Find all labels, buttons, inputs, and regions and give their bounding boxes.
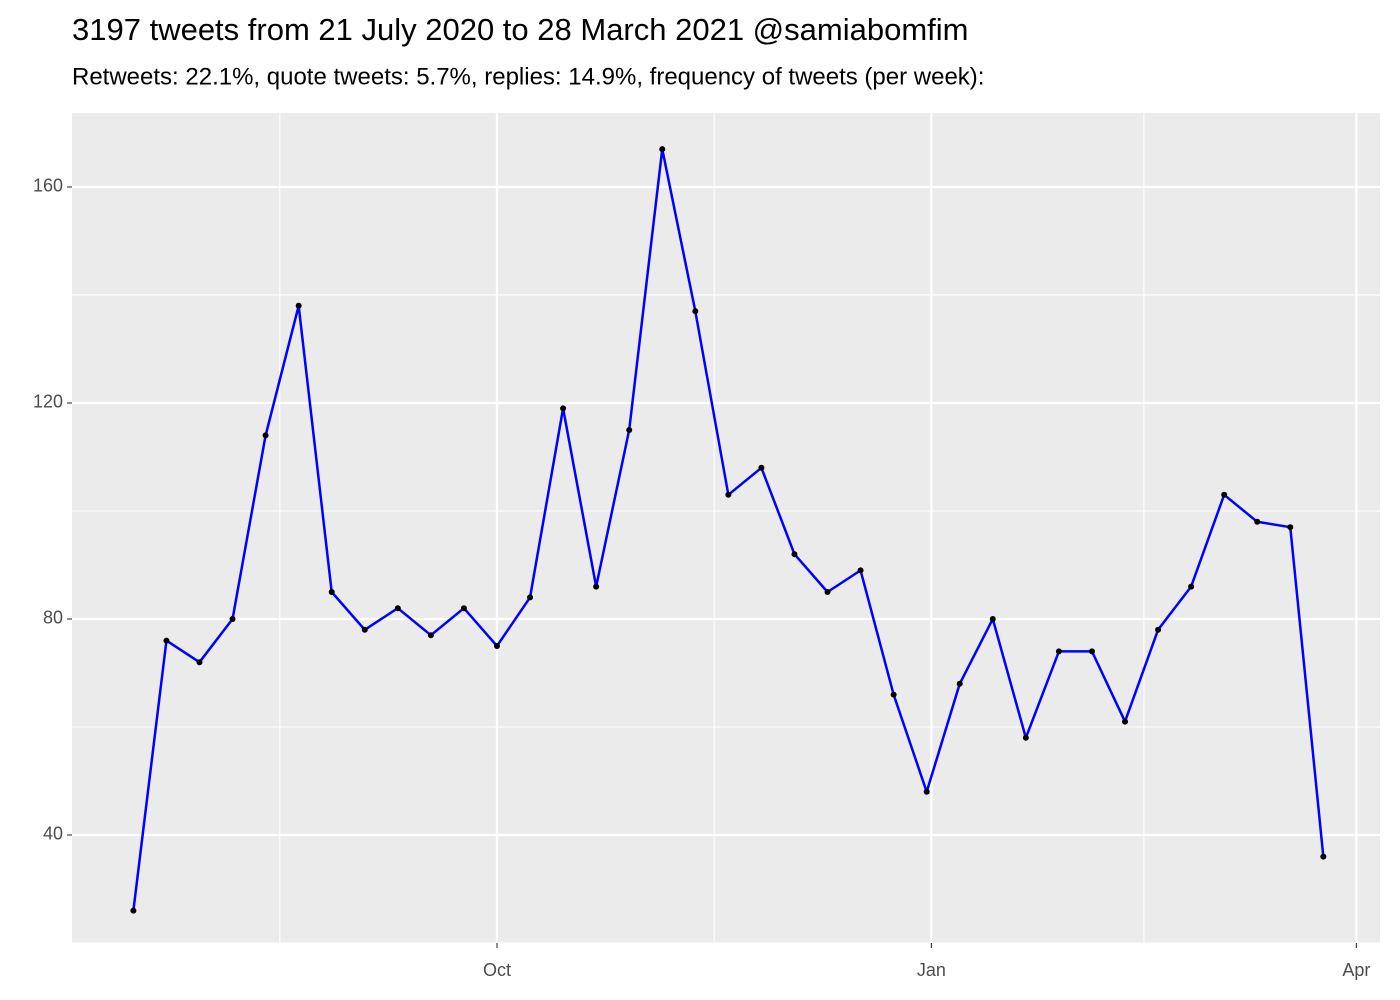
- data-point: [692, 308, 699, 315]
- data-point: [1088, 648, 1095, 655]
- data-point: [493, 642, 500, 649]
- data-point: [229, 615, 236, 622]
- chart-subtitle: Retweets: 22.1%, quote tweets: 5.7%, rep…: [72, 63, 984, 90]
- panel: [72, 113, 1380, 943]
- data-point: [1287, 524, 1294, 531]
- data-point: [593, 583, 600, 590]
- data-point: [956, 680, 963, 687]
- data-point: [1254, 518, 1261, 525]
- data-point: [1221, 491, 1228, 498]
- data-point: [1055, 648, 1062, 655]
- x-tick-label: Apr: [1342, 960, 1370, 980]
- data-point: [361, 626, 368, 633]
- data-point: [527, 594, 534, 601]
- data-point: [989, 615, 996, 622]
- x-tick-label: Jan: [917, 960, 946, 980]
- data-point: [163, 637, 170, 644]
- data-point: [196, 659, 203, 666]
- data-point: [923, 788, 930, 795]
- data-point: [295, 302, 302, 309]
- data-point: [791, 551, 798, 558]
- data-point: [394, 605, 401, 612]
- data-point: [262, 432, 269, 439]
- y-tick-label: 120: [33, 392, 63, 412]
- data-point: [427, 632, 434, 639]
- data-point: [1320, 853, 1327, 860]
- y-tick-label: 80: [43, 608, 63, 628]
- data-point: [1155, 626, 1162, 633]
- data-point: [1188, 583, 1195, 590]
- data-point: [328, 588, 335, 595]
- data-point: [560, 405, 567, 412]
- x-tick-label: Oct: [483, 960, 511, 980]
- data-point: [659, 146, 666, 153]
- y-tick-label: 40: [43, 824, 63, 844]
- chart-title: 3197 tweets from 21 July 2020 to 28 Marc…: [72, 12, 968, 47]
- data-point: [460, 605, 467, 612]
- y-tick-label: 160: [33, 176, 63, 196]
- data-point: [725, 491, 732, 498]
- data-point: [1022, 734, 1029, 741]
- data-point: [1122, 718, 1129, 725]
- data-point: [130, 907, 137, 914]
- data-point: [824, 588, 831, 595]
- data-point: [758, 464, 765, 471]
- data-point: [890, 691, 897, 698]
- data-point: [626, 426, 633, 433]
- data-point: [857, 567, 864, 574]
